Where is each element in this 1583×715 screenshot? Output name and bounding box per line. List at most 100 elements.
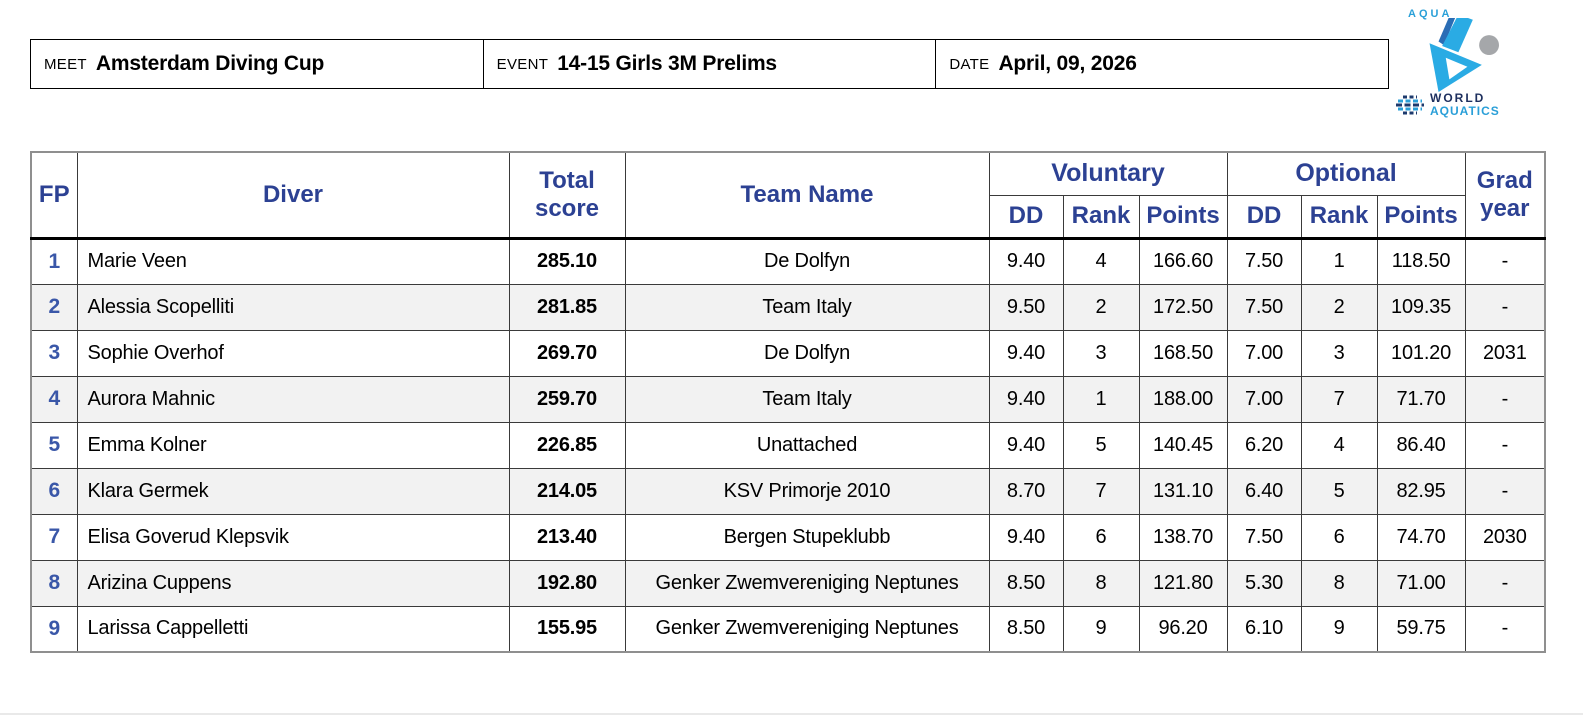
date-value: April, 09, 2026 [998,52,1137,75]
event-label: EVENT [496,55,549,73]
header-optional-rank: Rank [1300,194,1378,240]
grad-year-cell: - [1464,467,1546,515]
voluntary-points-cell: 138.70 [1138,513,1228,561]
fp-cell: 6 [30,467,78,515]
table-header: FP Diver Total score Team Name Voluntary… [30,151,1546,240]
fp-cell: 3 [30,329,78,377]
optional-points-cell: 59.75 [1376,605,1466,653]
voluntary-rank-cell: 3 [1062,329,1140,377]
header-voluntary-dd: DD [988,194,1064,240]
meta-bar: MEET Amsterdam Diving Cup EVENT 14-15 Gi… [30,39,1389,89]
optional-rank-cell: 4 [1300,421,1378,469]
voluntary-dd-cell: 9.40 [988,375,1064,423]
event-value: 14-15 Girls 3M Prelims [557,52,777,75]
grad-year-cell: - [1464,421,1546,469]
optional-points-cell: 82.95 [1376,467,1466,515]
optional-dd-cell: 7.50 [1226,283,1302,331]
optional-rank-cell: 9 [1300,605,1378,653]
fp-cell: 5 [30,421,78,469]
diver-name-cell: Alessia Scopelliti [76,283,510,331]
team-name-cell: KSV Primorje 2010 [624,467,990,515]
voluntary-points-cell: 166.60 [1138,237,1228,285]
total-score-cell: 155.95 [508,605,626,653]
diver-name-cell: Sophie Overhof [76,329,510,377]
waves-icon [1396,95,1424,115]
total-score-cell: 285.10 [508,237,626,285]
total-score-cell: 214.05 [508,467,626,515]
date-section: DATE April, 09, 2026 [935,40,1388,88]
header-voluntary-group: Voluntary [988,151,1228,196]
voluntary-rank-cell: 2 [1062,283,1140,331]
voluntary-rank-cell: 7 [1062,467,1140,515]
voluntary-points-cell: 168.50 [1138,329,1228,377]
logo-aqua-text: AQUA [1408,8,1453,20]
grad-year-cell: - [1464,283,1546,331]
voluntary-points-cell: 172.50 [1138,283,1228,331]
diver-name-cell: Emma Kolner [76,421,510,469]
world-aquatics-logo: AQUA WORLD AQUATICS [1396,8,1536,130]
fp-cell: 2 [30,283,78,331]
voluntary-points-cell: 188.00 [1138,375,1228,423]
optional-points-cell: 118.50 [1376,237,1466,285]
table-row: 3 Sophie Overhof 269.70 De Dolfyn 9.40 3… [30,329,1546,377]
diver-icon [1429,18,1499,92]
optional-dd-cell: 6.10 [1226,605,1302,653]
optional-dd-cell: 7.00 [1226,329,1302,377]
team-name-cell: Unattached [624,421,990,469]
optional-dd-cell: 7.50 [1226,237,1302,285]
optional-dd-cell: 5.30 [1226,559,1302,607]
grad-year-cell: - [1464,237,1546,285]
optional-dd-cell: 6.20 [1226,421,1302,469]
optional-dd-cell: 7.00 [1226,375,1302,423]
diver-name-cell: Klara Germek [76,467,510,515]
team-name-cell: Genker Zwemvereniging Neptunes [624,559,990,607]
optional-rank-cell: 8 [1300,559,1378,607]
voluntary-rank-cell: 4 [1062,237,1140,285]
voluntary-dd-cell: 9.40 [988,237,1064,285]
team-name-cell: Genker Zwemvereniging Neptunes [624,605,990,653]
optional-rank-cell: 5 [1300,467,1378,515]
voluntary-dd-cell: 8.50 [988,605,1064,653]
optional-points-cell: 71.70 [1376,375,1466,423]
voluntary-dd-cell: 8.50 [988,559,1064,607]
team-name-cell: Bergen Stupeklubb [624,513,990,561]
voluntary-dd-cell: 9.40 [988,513,1064,561]
team-name-cell: De Dolfyn [624,329,990,377]
optional-rank-cell: 6 [1300,513,1378,561]
voluntary-points-cell: 140.45 [1138,421,1228,469]
voluntary-points-cell: 121.80 [1138,559,1228,607]
table-row: 2 Alessia Scopelliti 281.85 Team Italy 9… [30,283,1546,331]
total-score-cell: 259.70 [508,375,626,423]
voluntary-rank-cell: 5 [1062,421,1140,469]
header-grad-year: Grad year [1464,151,1546,240]
total-score-cell: 269.70 [508,329,626,377]
header-team-name: Team Name [624,151,990,240]
voluntary-dd-cell: 9.40 [988,421,1064,469]
optional-rank-cell: 1 [1300,237,1378,285]
header-voluntary-rank: Rank [1062,194,1140,240]
table-row: 8 Arizina Cuppens 192.80 Genker Zwemvere… [30,559,1546,607]
logo-aquatics-text: AQUATICS [1430,103,1500,118]
meet-section: MEET Amsterdam Diving Cup [31,40,483,88]
optional-points-cell: 74.70 [1376,513,1466,561]
results-table: FP Diver Total score Team Name Voluntary… [30,151,1547,653]
voluntary-points-cell: 96.20 [1138,605,1228,653]
grad-year-cell: - [1464,605,1546,653]
meet-label: MEET [44,55,87,73]
header-voluntary-points: Points [1138,194,1228,240]
results-body: 1 Marie Veen 285.10 De Dolfyn 9.40 4 166… [30,237,1546,653]
event-section: EVENT 14-15 Girls 3M Prelims [482,40,936,88]
total-score-cell: 192.80 [508,559,626,607]
optional-points-cell: 86.40 [1376,421,1466,469]
optional-rank-cell: 7 [1300,375,1378,423]
diver-name-cell: Larissa Cappelletti [76,605,510,653]
table-row: 7 Elisa Goverud Klepsvik 213.40 Bergen S… [30,513,1546,561]
grad-year-cell: - [1464,375,1546,423]
table-row: 4 Aurora Mahnic 259.70 Team Italy 9.40 1… [30,375,1546,423]
voluntary-dd-cell: 9.50 [988,283,1064,331]
header-optional-group: Optional [1226,151,1466,196]
grad-year-cell: - [1464,559,1546,607]
header-optional-dd: DD [1226,194,1302,240]
diver-name-cell: Marie Veen [76,237,510,285]
